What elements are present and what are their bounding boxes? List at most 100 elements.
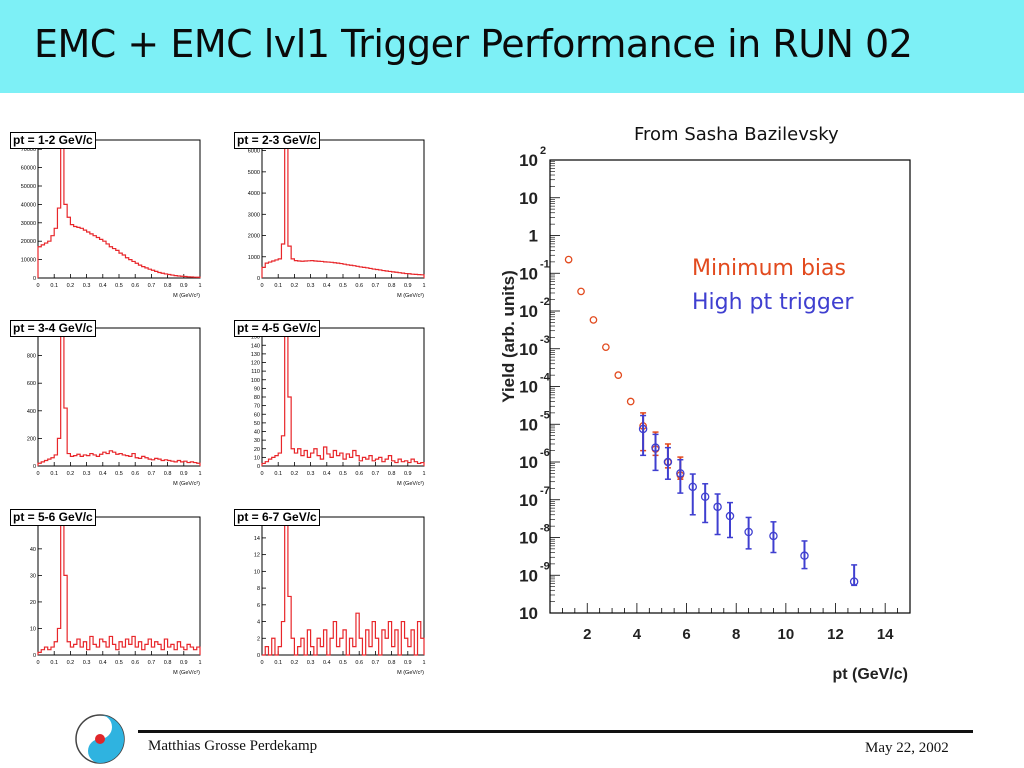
x-tick-label: 0.6 bbox=[355, 660, 363, 666]
x-tick-label: 10 bbox=[778, 626, 795, 643]
x-tick-label: 0.4 bbox=[323, 471, 331, 477]
y-tick-label: 0 bbox=[257, 653, 260, 659]
y-tick-label: 50 bbox=[254, 421, 260, 427]
x-tick-label: 0.9 bbox=[180, 471, 188, 477]
y-tick-label: 20000 bbox=[21, 239, 36, 245]
high-pt-point bbox=[744, 527, 753, 537]
x-tick-label: 0.9 bbox=[180, 283, 188, 289]
high-pt-point bbox=[769, 531, 778, 541]
y-tick-label: 2 bbox=[257, 636, 260, 642]
y-tick-label: 5000 bbox=[248, 170, 260, 176]
x-tick-label: 0.7 bbox=[372, 283, 380, 289]
high-pt-point bbox=[700, 492, 710, 502]
y-tick-label: 70000 bbox=[21, 147, 36, 153]
x-tick-label: 0 bbox=[36, 471, 39, 477]
min-bias-point bbox=[564, 255, 573, 264]
min-bias-point bbox=[626, 397, 635, 406]
histogram-svg: 0 0.1 0.2 0.3 0.4 0.5 0.6 0.7 0.8 0.9 1 M (GeV/c²) 0… bbox=[254, 516, 426, 676]
histogram-label: pt = 1-2 GeV/c bbox=[10, 132, 96, 149]
high-pt-point bbox=[713, 502, 722, 512]
histogram-frame bbox=[261, 327, 425, 467]
histogram-outline bbox=[37, 144, 201, 278]
x-tick-label: 0.4 bbox=[99, 283, 107, 289]
y-tick-exponent: -2 bbox=[540, 296, 550, 308]
x-tick-label: 4 bbox=[633, 626, 642, 643]
min-bias-point bbox=[577, 287, 585, 296]
x-tick-label: 0 bbox=[36, 283, 39, 289]
y-tick-label: 40 bbox=[254, 430, 260, 436]
y-tick-label: 6 bbox=[257, 603, 260, 609]
y-tick-label: 4 bbox=[257, 620, 260, 626]
x-tick-label: 0.7 bbox=[372, 471, 380, 477]
histogram-frame bbox=[37, 139, 201, 279]
y-tick-exponent: -5 bbox=[540, 409, 550, 421]
y-tick-label: 30000 bbox=[21, 221, 36, 227]
x-tick-label: 0.1 bbox=[274, 283, 282, 289]
x-tick-label: 0.7 bbox=[372, 660, 380, 666]
x-tick-label: 0.9 bbox=[180, 660, 188, 666]
y-tick-label: 10 bbox=[519, 415, 538, 434]
x-tick-label: 0.5 bbox=[115, 283, 123, 289]
y-tick-label: 80 bbox=[254, 395, 260, 401]
x-tick-label: 0.6 bbox=[131, 660, 139, 666]
y-tick-label: 130 bbox=[251, 352, 260, 358]
x-tick-label: 0.3 bbox=[307, 471, 315, 477]
title-banner bbox=[0, 0, 1024, 93]
y-tick-exponent: -3 bbox=[540, 334, 550, 346]
x-tick-label: 0.3 bbox=[307, 660, 315, 666]
y-tick-label: 1 bbox=[529, 227, 538, 246]
y-tick-label: 140 bbox=[251, 343, 260, 349]
histogram-label: pt = 2-3 GeV/c bbox=[234, 132, 320, 149]
x-tick-label: 0 bbox=[260, 471, 263, 477]
histogram-panel: 0 0.1 0.2 0.3 0.4 0.5 0.6 0.7 0.8 0.9 1 M (GeV/c²) 0… bbox=[234, 509, 462, 697]
histogram-panel: 0 0.1 0.2 0.3 0.4 0.5 0.6 0.7 0.8 0.9 1 M (GeV/c²) 0… bbox=[10, 132, 238, 320]
x-tick-label: 0.3 bbox=[83, 660, 91, 666]
x-tick-label: 0.4 bbox=[99, 660, 107, 666]
x-axis-label: M (GeV/c²) bbox=[397, 670, 424, 676]
x-tick-label: 0.6 bbox=[355, 471, 363, 477]
y-tick-label: 40000 bbox=[21, 202, 36, 208]
x-tick-label: 1 bbox=[422, 283, 425, 289]
x-tick-label: 0.7 bbox=[148, 283, 156, 289]
min-bias-point bbox=[589, 316, 598, 324]
high-pt-point bbox=[849, 577, 859, 586]
histogram-svg: 0 0.1 0.2 0.3 0.4 0.5 0.6 0.7 0.8 0.9 1 M (GeV/c²) 0… bbox=[21, 139, 202, 299]
y-tick-label: 3000 bbox=[248, 212, 260, 218]
histogram-label: pt = 6-7 GeV/c bbox=[234, 509, 320, 526]
footer-author: Matthias Grosse Perdekamp bbox=[148, 738, 318, 754]
y-tick-label: 10 bbox=[519, 151, 538, 170]
y-tick-label: 10 bbox=[519, 378, 538, 397]
y-axis-label: Yield (arb. units) bbox=[499, 270, 518, 403]
histogram-outline bbox=[262, 520, 425, 656]
x-tick-label: 0.4 bbox=[99, 471, 107, 477]
y-tick-label: 10 bbox=[519, 604, 538, 623]
high-pt-point bbox=[651, 443, 660, 452]
y-tick-exponent: -4 bbox=[540, 372, 551, 384]
x-tick-label: 0.5 bbox=[339, 660, 347, 666]
histogram-panel: 0 0.1 0.2 0.3 0.4 0.5 0.6 0.7 0.8 0.9 1 M (GeV/c²) 0… bbox=[10, 509, 238, 697]
y-tick-label: 10000 bbox=[21, 258, 36, 264]
y-tick-label: 40 bbox=[30, 547, 36, 553]
high-pt-point bbox=[800, 551, 809, 560]
x-tick-label: 0.2 bbox=[67, 471, 75, 477]
x-tick-label: 0.4 bbox=[323, 660, 331, 666]
x-tick-label: 0.1 bbox=[274, 471, 282, 477]
x-tick-label: 0.1 bbox=[274, 660, 282, 666]
y-tick-label: 110 bbox=[251, 369, 260, 375]
x-tick-label: 0 bbox=[260, 660, 263, 666]
x-tick-label: 0.7 bbox=[148, 471, 156, 477]
legend-minimum-bias: Minimum bias bbox=[692, 256, 846, 281]
x-tick-label: 12 bbox=[827, 626, 844, 643]
y-tick-label: 30 bbox=[30, 573, 36, 579]
y-tick-exponent: -6 bbox=[540, 447, 550, 459]
x-tick-label: 0.2 bbox=[67, 660, 75, 666]
y-tick-label: 6000 bbox=[248, 149, 260, 155]
x-tick-label: 0.6 bbox=[355, 283, 363, 289]
histogram-plot: 0 0.1 0.2 0.3 0.4 0.5 0.6 0.7 0.8 0.9 1 M (GeV/c²) 0… bbox=[24, 326, 202, 487]
histogram-svg: 0 0.1 0.2 0.3 0.4 0.5 0.6 0.7 0.8 0.9 1 M (GeV/c²) 0… bbox=[30, 516, 202, 676]
histogram-outline bbox=[37, 521, 201, 655]
y-tick-label: 2000 bbox=[248, 234, 260, 240]
y-tick-label: 70 bbox=[254, 404, 260, 410]
y-tick-label: 4000 bbox=[248, 191, 260, 197]
x-tick-label: 1 bbox=[198, 471, 201, 477]
